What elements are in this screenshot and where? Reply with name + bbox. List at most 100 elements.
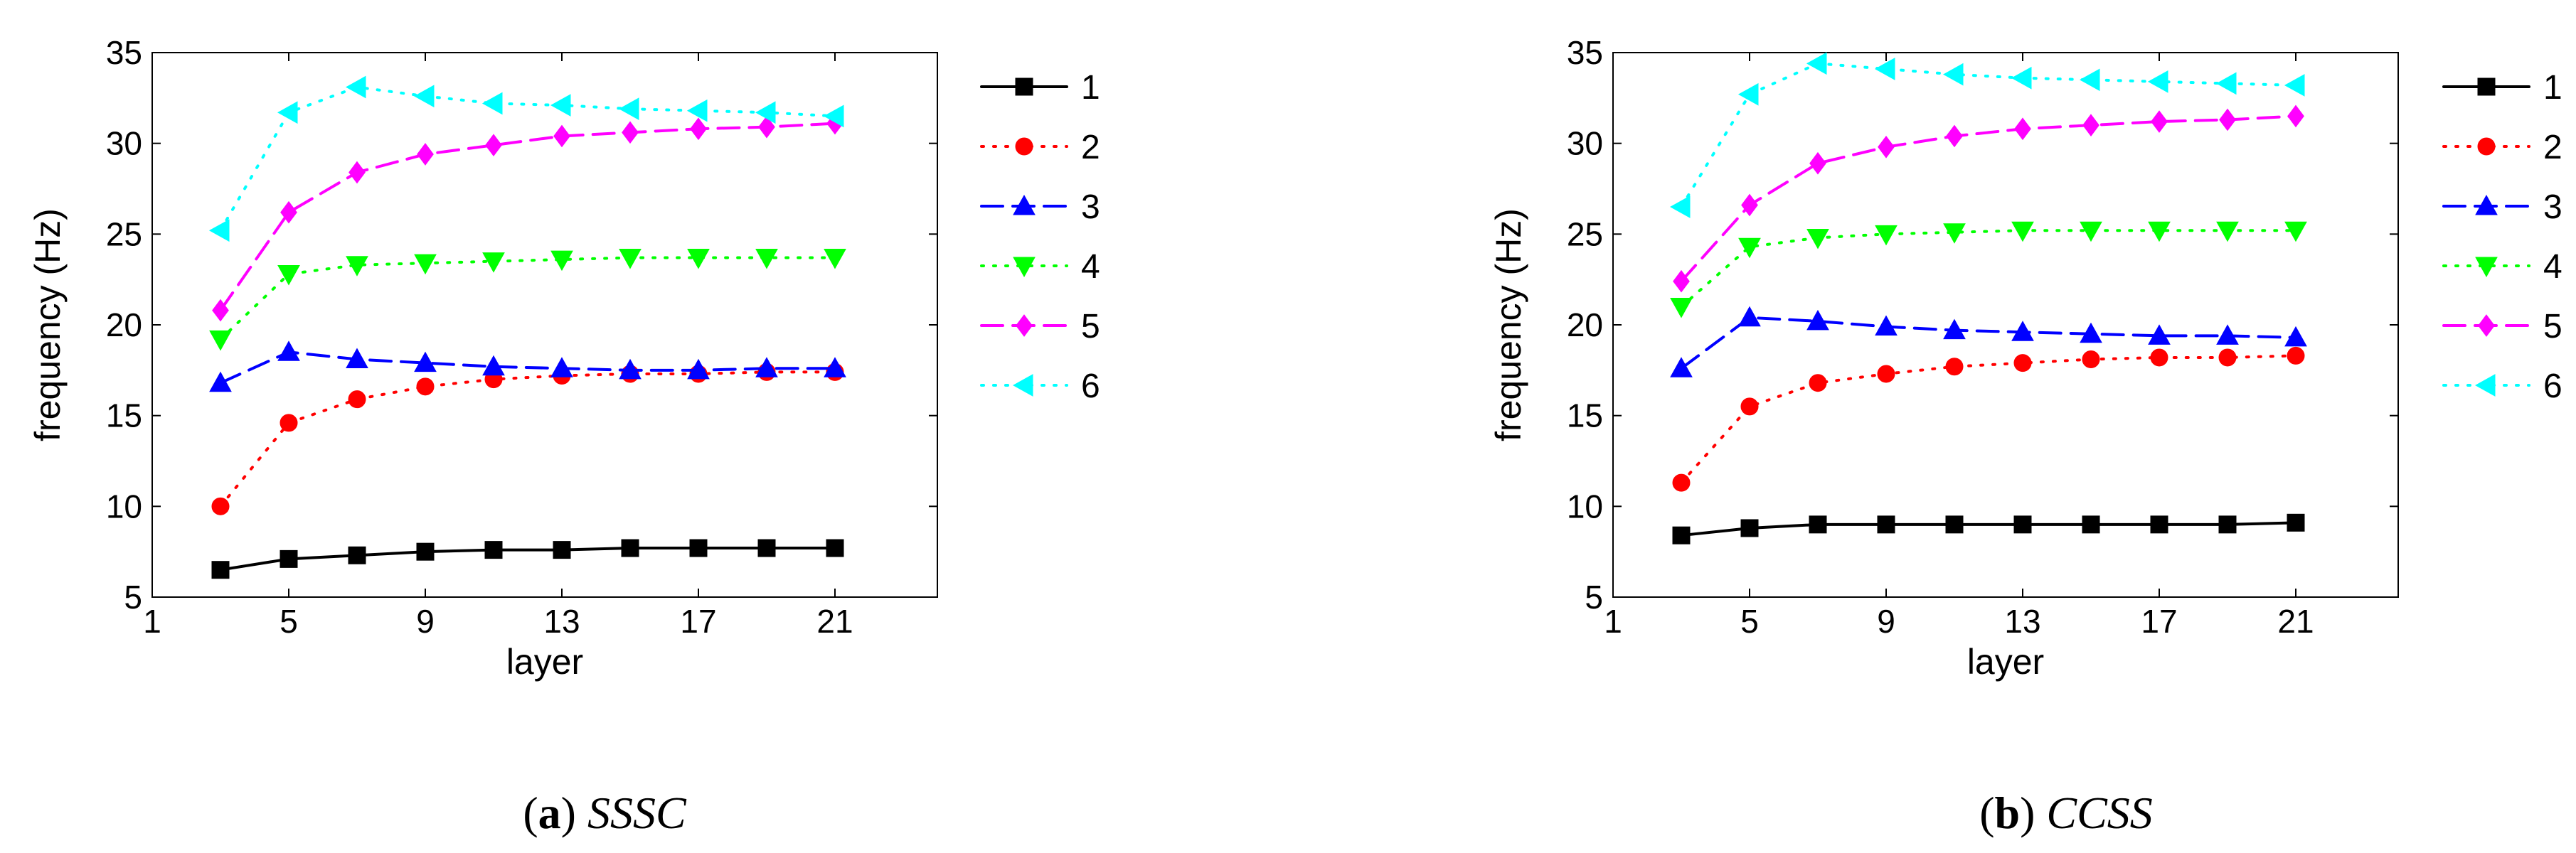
x-tick-label: 9: [1877, 603, 1895, 640]
data-point-marker: [417, 143, 434, 166]
data-point-marker: [2151, 110, 2168, 133]
plot-area-frame: [1612, 52, 2399, 598]
data-point-marker: [758, 115, 775, 139]
legend-entry-3: 3: [2442, 188, 2562, 226]
data-point-marker: [2011, 221, 2034, 242]
data-point-marker: [2150, 515, 2168, 534]
y-tick-label: 25: [106, 215, 142, 252]
data-point-marker: [824, 249, 846, 269]
data-point-marker: [2080, 322, 2102, 343]
data-point-marker: [414, 351, 437, 372]
series-1: [211, 539, 844, 579]
data-point-marker: [484, 541, 503, 559]
legend-entry-1: 1: [980, 69, 1100, 107]
data-point-marker: [2150, 348, 2168, 367]
series-line: [219, 256, 836, 341]
data-point-marker: [824, 357, 846, 377]
data-point-marker: [1673, 269, 1690, 293]
legend-label: 4: [2543, 248, 2562, 286]
data-point-marker: [2014, 117, 2031, 141]
y-tick-label: 35: [1567, 34, 1603, 71]
legend-label: 6: [2543, 368, 2562, 405]
data-point-marker: [1806, 309, 1829, 331]
legend-label: 2: [1081, 129, 1100, 166]
data-point-marker: [1672, 526, 1691, 544]
data-point-marker: [1672, 473, 1691, 492]
series-4: [209, 249, 846, 351]
data-point-marker: [1740, 397, 1759, 416]
data-point-marker: [1943, 318, 1966, 340]
data-point-marker: [622, 121, 639, 144]
series-3: [1670, 306, 2307, 377]
data-point-marker: [1875, 225, 1898, 246]
data-point-marker: [1741, 193, 1758, 217]
legend-entry-2: 2: [980, 129, 1100, 166]
y-axis-label: frequency (Hz): [1489, 208, 1528, 441]
legend-entry-5: 5: [980, 308, 1100, 345]
x-tick-label: 9: [416, 603, 435, 640]
data-point-marker: [1738, 306, 1761, 327]
figure-caption: (b) CCSS: [1979, 788, 2153, 838]
x-axis-label: layer: [1967, 642, 2044, 682]
data-point-marker: [553, 541, 571, 559]
data-point-marker: [416, 542, 435, 561]
data-point-marker: [690, 117, 707, 141]
y-tick-label: 15: [106, 397, 142, 434]
y-tick-label: 10: [1567, 488, 1603, 525]
data-point-marker: [2219, 108, 2236, 132]
series-line: [1680, 114, 2297, 283]
legend-label: 1: [2543, 69, 2562, 107]
legend-marker: [2475, 194, 2498, 215]
data-point-marker: [2284, 326, 2307, 347]
legend-label: 6: [1081, 368, 1100, 405]
series-line: [1680, 354, 2297, 485]
data-point-marker: [280, 414, 298, 432]
data-point-marker: [1878, 135, 1895, 159]
data-point-marker: [1943, 223, 1966, 244]
data-point-marker: [1670, 357, 1693, 377]
legend-entry-1: 1: [2442, 69, 2562, 107]
legend-marker: [1013, 257, 1036, 278]
plot-area-frame: [151, 52, 938, 598]
data-point-marker: [1946, 124, 1963, 148]
data-point-marker: [1942, 63, 1964, 86]
series-line: [1680, 62, 2297, 209]
series-2: [211, 363, 844, 515]
legend-label: 2: [2543, 129, 2562, 166]
y-tick-label: 20: [106, 306, 142, 343]
data-point-marker: [1670, 297, 1693, 318]
data-point-marker: [826, 539, 844, 557]
data-point-marker: [345, 75, 366, 99]
data-point-marker: [211, 561, 230, 579]
data-point-marker: [755, 101, 776, 124]
data-point-marker: [346, 348, 368, 369]
y-tick-label: 30: [1567, 125, 1603, 162]
x-tick-label: 21: [816, 603, 853, 640]
data-point-marker: [823, 104, 844, 128]
y-tick-label: 25: [1567, 215, 1603, 252]
x-tick-label: 17: [680, 603, 716, 640]
data-point-marker: [481, 92, 503, 115]
data-point-marker: [687, 358, 710, 380]
data-point-marker: [2148, 221, 2171, 242]
data-point-marker: [416, 377, 435, 396]
data-point-marker: [553, 124, 570, 148]
data-point-marker: [209, 330, 232, 351]
data-point-marker: [346, 256, 368, 277]
legend-label: 5: [1081, 308, 1100, 345]
legend-marker: [1015, 137, 1033, 156]
legend-entry-4: 4: [980, 248, 1100, 286]
data-point-marker: [1875, 315, 1898, 336]
x-axis-label: layer: [506, 642, 583, 682]
legend-entry-2: 2: [2442, 129, 2562, 166]
x-tick-label: 17: [2141, 603, 2177, 640]
data-point-marker: [2011, 321, 2034, 341]
data-point-marker: [755, 249, 778, 269]
series-line: [1680, 521, 2297, 537]
legend-entry-4: 4: [2442, 248, 2562, 286]
data-point-marker: [1809, 515, 1827, 534]
legend-marker: [1015, 77, 1033, 96]
data-point-marker: [348, 161, 366, 184]
